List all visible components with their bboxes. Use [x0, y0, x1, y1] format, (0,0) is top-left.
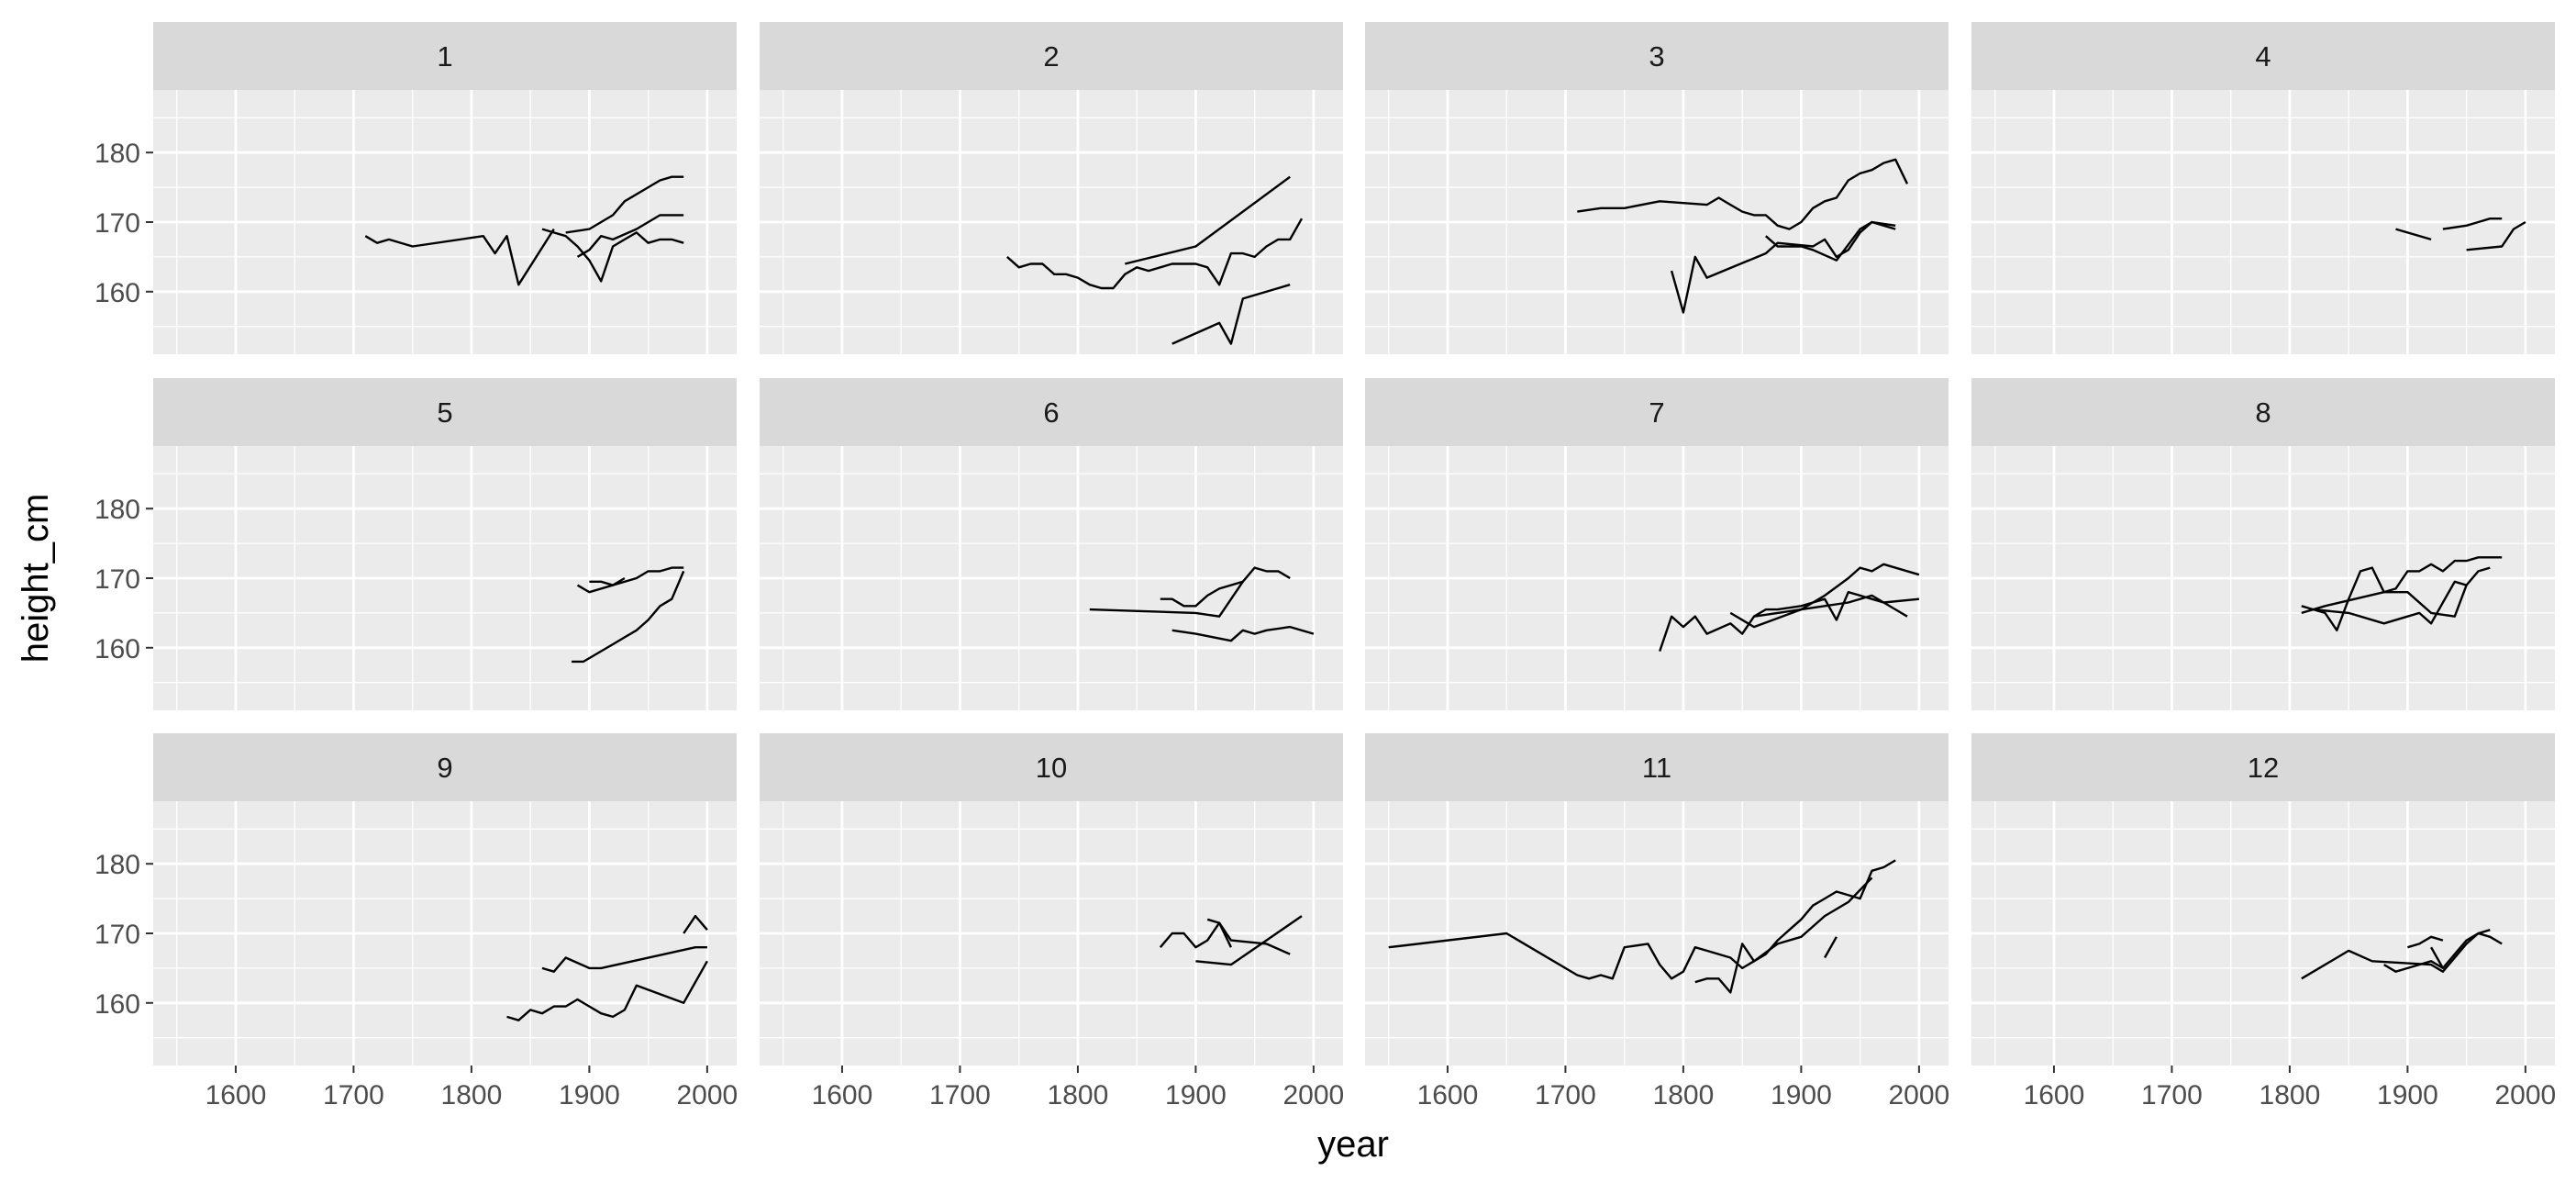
- y-tick-label: 180: [94, 850, 140, 880]
- x-tick-label: 1800: [441, 1080, 503, 1110]
- series-line-facet-6-1: [1089, 566, 1291, 618]
- y-tick-label: 160: [94, 989, 140, 1020]
- series-line-facet-8-3: [2301, 585, 2468, 618]
- series-line-facet-7-2: [1729, 563, 1920, 629]
- x-tick-label: 1900: [1165, 1080, 1227, 1110]
- facet-strip-7: [1365, 378, 1949, 446]
- series-line-facet-4-1: [2395, 228, 2432, 241]
- series-line-facet-12-3: [2407, 935, 2444, 949]
- series-line-facet-5-3: [589, 576, 626, 586]
- facet-strip-11: [1365, 733, 1949, 801]
- facet-strip-3: [1365, 22, 1949, 90]
- series-line-facet-1-1: [364, 228, 555, 286]
- y-tick-label: 160: [94, 634, 140, 664]
- series-line-facet-1-4: [576, 214, 684, 258]
- facet-label-7: 7: [1649, 396, 1664, 429]
- x-tick-label: 1900: [2377, 1080, 2438, 1110]
- series-line-facet-2-3: [1171, 284, 1291, 345]
- series-line-facet-10-2: [1195, 915, 1303, 966]
- facet-label-12: 12: [2248, 752, 2279, 784]
- series-line-facet-9-2: [541, 945, 707, 973]
- series-line-facet-4-2: [2442, 217, 2503, 230]
- facet-strip-1: [153, 22, 737, 90]
- series-line-facet-3-1: [1577, 158, 1909, 230]
- y-tick-label: 170: [94, 564, 140, 595]
- series-line-facet-2-2: [1125, 175, 1291, 265]
- series-line-facet-12-4: [2430, 946, 2444, 969]
- series-line-facet-5-1: [572, 570, 685, 664]
- facet-label-9: 9: [437, 752, 452, 784]
- y-tick-label: 170: [94, 920, 140, 950]
- x-tick-label: 1700: [323, 1080, 384, 1110]
- facet-label-6: 6: [1043, 396, 1059, 429]
- series-line-facet-9-1: [506, 960, 708, 1021]
- series-line-facet-7-3: [1753, 594, 1908, 618]
- x-tick-label: 2000: [2495, 1080, 2557, 1110]
- series-line-facet-4-3: [2466, 220, 2526, 251]
- x-tick-label: 1700: [1535, 1080, 1596, 1110]
- x-tick-label: 1900: [559, 1080, 620, 1110]
- facet-label-11: 11: [1642, 752, 1671, 784]
- x-tick-label: 2000: [1283, 1080, 1345, 1110]
- facet-strip-10: [760, 733, 1343, 801]
- facet-strip-4: [1971, 22, 2555, 90]
- facet-label-8: 8: [2255, 396, 2271, 429]
- facet-strip-5: [153, 378, 737, 446]
- y-axis-title: height_cm: [16, 494, 56, 664]
- series-line-facet-1-3: [565, 175, 684, 234]
- series-line-facet-11-2: [1694, 876, 1873, 994]
- series-line-facet-10-3: [1206, 918, 1291, 955]
- y-tick-label: 180: [94, 495, 140, 525]
- x-tick-label: 2000: [677, 1080, 738, 1110]
- y-tick-label: 180: [94, 139, 140, 169]
- x-tick-label: 1900: [1771, 1080, 1832, 1110]
- x-tick-label: 2000: [1889, 1080, 1950, 1110]
- x-tick-label: 1800: [2260, 1080, 2321, 1110]
- series-line-facet-1-2: [541, 228, 684, 283]
- series-line-facet-6-2: [1160, 580, 1244, 608]
- series-line-facet-2-1: [1006, 218, 1304, 290]
- series-line-facet-8-2: [2313, 566, 2491, 625]
- x-tick-label: 1600: [1417, 1080, 1479, 1110]
- facet-label-2: 2: [1043, 40, 1059, 73]
- facet-label-10: 10: [1036, 752, 1067, 784]
- series-line-facet-11-3: [1824, 936, 1838, 959]
- series-line-facet-6-3: [1171, 625, 1315, 642]
- x-tick-label: 1600: [205, 1080, 267, 1110]
- facet-strip-9: [153, 733, 737, 801]
- series-line-facet-8-1: [2301, 556, 2503, 631]
- series-line-facet-11-1: [1388, 859, 1896, 980]
- x-axis-title: year: [1317, 1124, 1389, 1165]
- x-tick-label: 1600: [2024, 1080, 2085, 1110]
- facet-strip-12: [1971, 733, 2555, 801]
- facet-label-1: 1: [437, 40, 452, 73]
- x-tick-label: 1600: [812, 1080, 873, 1110]
- series-line-facet-9-3: [683, 914, 708, 934]
- x-tick-label: 1800: [1048, 1080, 1109, 1110]
- facet-label-4: 4: [2255, 40, 2271, 73]
- facet-label-3: 3: [1649, 40, 1664, 73]
- y-tick-label: 170: [94, 208, 140, 239]
- facet-strip-2: [760, 22, 1343, 90]
- series-line-facet-3-3: [1765, 220, 1896, 262]
- y-tick-label: 160: [94, 278, 140, 308]
- series-line-facet-7-1: [1659, 591, 1920, 652]
- facet-label-5: 5: [437, 396, 452, 429]
- x-tick-label: 1700: [929, 1080, 991, 1110]
- facet-strip-6: [760, 378, 1343, 446]
- x-tick-label: 1800: [1653, 1080, 1715, 1110]
- facet-strip-8: [1971, 378, 2555, 446]
- x-tick-label: 1700: [2141, 1080, 2203, 1110]
- series-line-facet-5-2: [576, 566, 684, 594]
